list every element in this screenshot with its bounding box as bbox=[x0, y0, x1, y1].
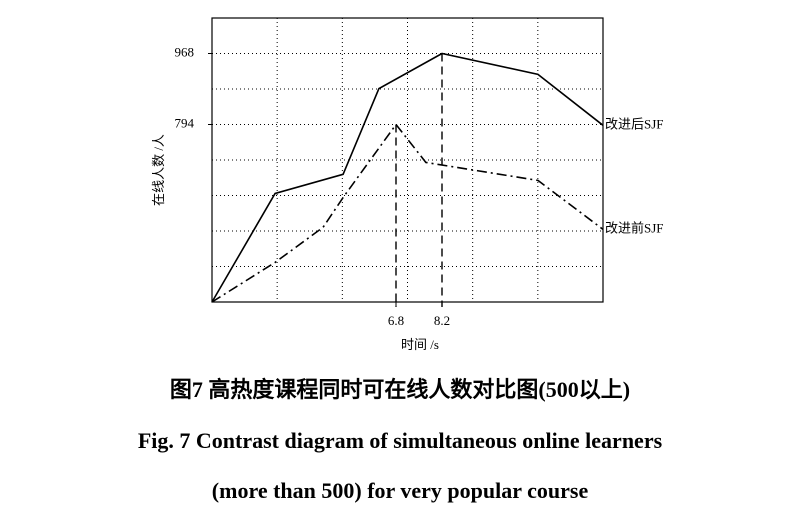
y-tick-label: 968 bbox=[175, 44, 195, 59]
x-axis-label: 时间 /s bbox=[401, 337, 439, 352]
y-axis-label: 在线人数 /人 bbox=[151, 134, 166, 206]
plot-frame bbox=[211, 17, 604, 303]
x-tick-label: 6.8 bbox=[388, 313, 404, 328]
series-line bbox=[211, 123, 604, 303]
caption-zh: 图7 高热度课程同时可在线人数对比图(500以上) bbox=[170, 377, 630, 402]
legend-label: 改进后SJF bbox=[605, 116, 664, 131]
legend-label: 改进前SJF bbox=[605, 220, 664, 235]
x-tick-label: 8.2 bbox=[434, 313, 450, 328]
caption-en: Fig. 7 Contrast diagram of simultaneous … bbox=[138, 428, 663, 453]
series-line bbox=[211, 52, 604, 303]
caption-en: (more than 500) for very popular course bbox=[212, 478, 589, 503]
y-tick-label: 794 bbox=[175, 115, 195, 130]
